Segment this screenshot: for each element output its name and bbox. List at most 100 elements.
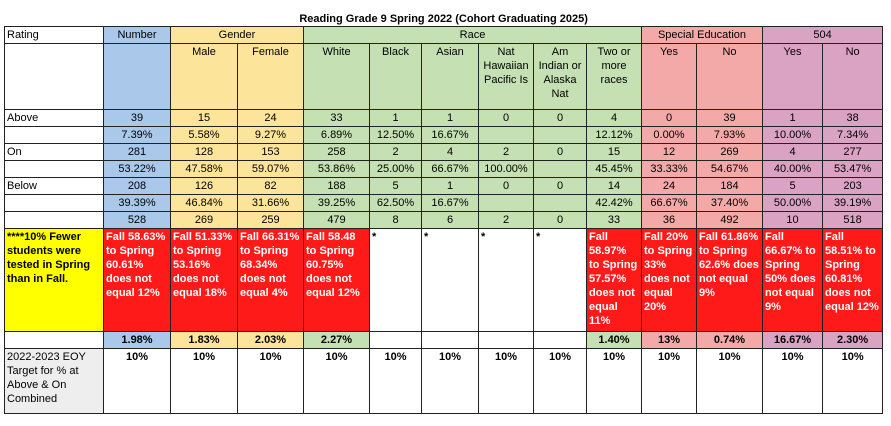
- data-cell: 31.66%: [237, 194, 304, 212]
- target-label: 2022-2023 EOY Target for % at Above & On…: [4, 348, 104, 414]
- diff-cell: 13%: [641, 331, 697, 349]
- note-cell: *: [421, 228, 479, 332]
- data-cell: 528: [103, 211, 171, 229]
- table-row: 528 269 259 479 8 6 2 0 33 36 492 10 518: [4, 211, 884, 229]
- data-cell: 0: [533, 211, 587, 229]
- data-cell: 46.84%: [170, 194, 238, 212]
- data-cell: 153: [237, 143, 304, 161]
- data-cell: 126: [170, 177, 238, 195]
- data-cell: 42.42%: [586, 194, 642, 212]
- data-cell: 82: [237, 177, 304, 195]
- target-cell: 10%: [170, 348, 238, 414]
- data-cell: 33: [303, 109, 370, 127]
- table-row: 7.39% 5.58% 9.27% 6.89% 12.50% 16.67% 12.12% 0.…: [4, 126, 884, 144]
- data-cell: 38: [821, 109, 884, 127]
- data-cell: 0: [533, 177, 587, 195]
- data-cell: 39.25%: [303, 194, 370, 212]
- rating-header: Rating: [4, 26, 104, 44]
- row-label: Below: [4, 177, 104, 195]
- diff-cell: 1.83%: [170, 331, 238, 349]
- data-cell: 39: [103, 109, 171, 127]
- diff-cell: [533, 331, 587, 349]
- data-cell: 25.00%: [369, 160, 422, 178]
- data-cell: 12.50%: [369, 126, 422, 144]
- data-cell: 36: [641, 211, 697, 229]
- data-cell: 0: [641, 109, 697, 127]
- note-cell: Fall 58.48 to Spring 60.75% does not equ…: [303, 228, 370, 332]
- col-header-female: Female: [237, 43, 304, 110]
- diff-cell: [478, 331, 534, 349]
- target-cell: 10%: [821, 348, 884, 414]
- diff-cell: 2.30%: [821, 331, 884, 349]
- data-cell: [533, 126, 587, 144]
- col-header-504-no: No: [821, 43, 884, 110]
- row-label: [4, 211, 104, 229]
- target-cell: 10%: [103, 348, 171, 414]
- target-cell: 10%: [478, 348, 534, 414]
- col-header-nat-hawaiian: Nat Hawaiian Pacific Is: [478, 43, 534, 110]
- number-col-header: [103, 43, 171, 110]
- row-label: [4, 160, 104, 178]
- gender-header: Gender: [170, 26, 304, 44]
- data-cell: 269: [696, 143, 763, 161]
- data-cell: 53.22%: [103, 160, 171, 178]
- target-cell: 10%: [696, 348, 763, 414]
- note-cell: Fall 61.86% to Spring 62.6% does not equ…: [696, 228, 763, 332]
- data-cell: 492: [696, 211, 763, 229]
- reading-table: Reading Grade 9 Spring 2022 (Cohort Grad…: [4, 12, 884, 414]
- data-cell: 4: [421, 143, 479, 161]
- note-cell: Fall 20% to Spring 33% does not equal 20…: [641, 228, 697, 332]
- diff-cell: 1.40%: [586, 331, 642, 349]
- data-cell: 0: [533, 143, 587, 161]
- col-header-asian: Asian: [421, 43, 479, 110]
- data-cell: 518: [821, 211, 884, 229]
- target-cell: 10%: [533, 348, 587, 414]
- diff-cell: [369, 331, 422, 349]
- number-header: Number: [103, 26, 171, 44]
- data-cell: 0.00%: [641, 126, 697, 144]
- data-cell: 24: [641, 177, 697, 195]
- data-cell: 33: [586, 211, 642, 229]
- table-row: On 281 128 153 258 2 4 2 0 15 12 269 4 277: [4, 143, 884, 161]
- target-cell: 10%: [369, 348, 422, 414]
- data-cell: 37.40%: [696, 194, 763, 212]
- data-cell: 14: [586, 177, 642, 195]
- row-label: Above: [4, 109, 104, 127]
- data-cell: 54.67%: [696, 160, 763, 178]
- data-cell: 277: [821, 143, 884, 161]
- data-cell: 1: [421, 177, 479, 195]
- data-cell: 1: [369, 109, 422, 127]
- data-cell: 2: [478, 211, 534, 229]
- data-cell: 269: [170, 211, 238, 229]
- data-cell: 0: [478, 109, 534, 127]
- note-cell: *: [369, 228, 422, 332]
- row-label: [4, 194, 104, 212]
- target-cell: 10%: [641, 348, 697, 414]
- table-title: Reading Grade 9 Spring 2022 (Cohort Grad…: [299, 13, 588, 25]
- data-cell: 45.45%: [586, 160, 642, 178]
- data-cell: 259: [237, 211, 304, 229]
- data-cell: 100.00%: [478, 160, 534, 178]
- data-cell: 203: [821, 177, 884, 195]
- sped-header: Special Education: [641, 26, 763, 44]
- data-cell: 5: [369, 177, 422, 195]
- data-cell: 39.19%: [821, 194, 884, 212]
- s504-header: 504: [761, 26, 884, 44]
- data-cell: 281: [103, 143, 171, 161]
- col-header-black: Black: [369, 43, 422, 110]
- data-cell: 258: [303, 143, 370, 161]
- target-cell: 10%: [586, 348, 642, 414]
- note-cell: Fall 58.97% to Spring 57.57% does not eq…: [586, 228, 642, 332]
- notes-label: ****10% Fewer students were tested in Sp…: [4, 228, 104, 332]
- data-cell: 40.00%: [762, 160, 823, 178]
- diff-row: 1.98% 1.83% 2.03% 2.27% 1.40% 13% 0.74% 16.67% 2…: [4, 331, 884, 349]
- data-cell: 1: [762, 109, 823, 127]
- data-cell: 2: [478, 143, 534, 161]
- data-cell: 4: [762, 143, 823, 161]
- data-cell: 188: [303, 177, 370, 195]
- note-cell: Fall 66.31% to Spring 68.34% does not eq…: [237, 228, 304, 332]
- race-header: Race: [303, 26, 642, 44]
- target-row: 2022-2023 EOY Target for % at Above & On…: [4, 348, 884, 414]
- data-cell: 208: [103, 177, 171, 195]
